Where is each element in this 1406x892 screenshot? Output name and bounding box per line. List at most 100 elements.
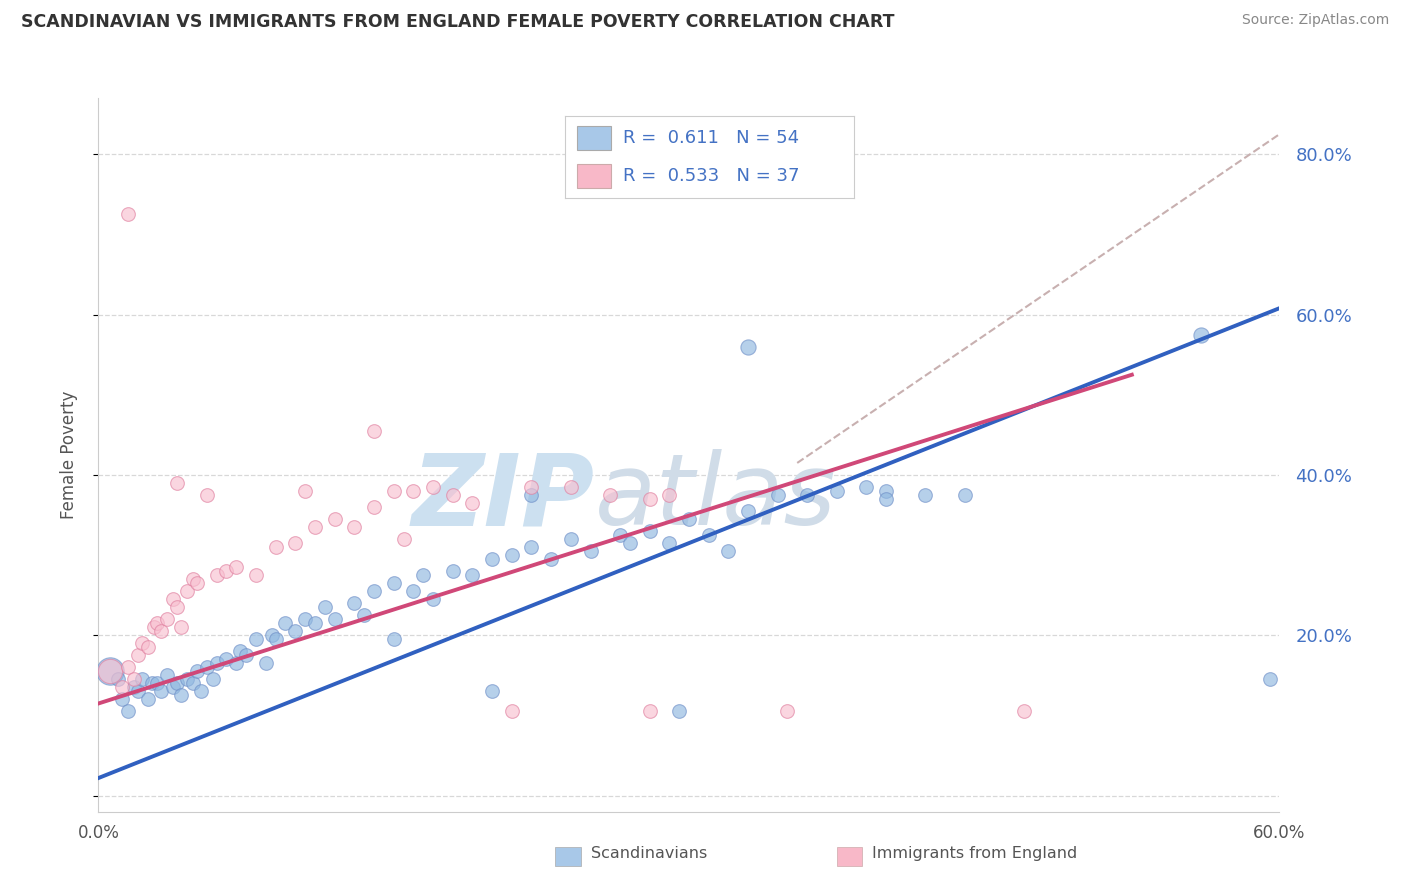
Point	[875, 483, 897, 498]
Point	[274, 616, 297, 631]
Point	[254, 657, 277, 671]
Point	[186, 665, 208, 679]
Point	[245, 632, 267, 647]
Point	[122, 673, 145, 687]
Text: ZIP: ZIP	[412, 450, 595, 546]
Point	[136, 640, 159, 655]
Point	[150, 684, 173, 698]
Point	[520, 540, 543, 554]
Point	[382, 483, 405, 498]
Point	[323, 612, 346, 626]
Point	[284, 536, 307, 550]
Point	[382, 576, 405, 591]
Point	[658, 488, 681, 502]
Point	[501, 705, 523, 719]
Point	[304, 616, 326, 631]
Point	[481, 552, 503, 566]
Point	[392, 532, 415, 546]
Point	[678, 512, 700, 526]
Point	[560, 532, 582, 546]
Point	[323, 512, 346, 526]
Point	[186, 576, 208, 591]
Point	[314, 600, 336, 615]
Point	[127, 648, 149, 663]
Y-axis label: Female Poverty: Female Poverty	[59, 391, 77, 519]
Point	[737, 504, 759, 518]
Point	[181, 572, 204, 586]
Point	[107, 673, 129, 687]
Point	[98, 665, 121, 679]
Point	[146, 676, 169, 690]
Point	[619, 536, 641, 550]
Point	[245, 568, 267, 582]
Point	[579, 544, 602, 558]
Point	[215, 652, 238, 666]
Point	[111, 681, 134, 695]
Point	[131, 673, 153, 687]
Point	[127, 684, 149, 698]
Point	[638, 705, 661, 719]
Point	[146, 616, 169, 631]
Point	[776, 705, 799, 719]
Text: SCANDINAVIAN VS IMMIGRANTS FROM ENGLAND FEMALE POVERTY CORRELATION CHART: SCANDINAVIAN VS IMMIGRANTS FROM ENGLAND …	[21, 13, 894, 31]
Text: Immigrants from England: Immigrants from England	[872, 847, 1077, 861]
Point	[225, 657, 247, 671]
Point	[953, 488, 976, 502]
Text: Scandinavians: Scandinavians	[591, 847, 707, 861]
Point	[766, 488, 789, 502]
Point	[136, 692, 159, 706]
Point	[181, 676, 204, 690]
Point	[914, 488, 936, 502]
Point	[229, 644, 252, 658]
Point	[195, 488, 218, 502]
Point	[520, 480, 543, 494]
Point	[461, 568, 484, 582]
Point	[235, 648, 257, 663]
Point	[658, 536, 681, 550]
Point	[166, 600, 188, 615]
Point	[609, 528, 631, 542]
Point	[170, 689, 193, 703]
Point	[363, 424, 385, 438]
Point	[855, 480, 877, 494]
Point	[1189, 327, 1212, 342]
Point	[796, 488, 818, 502]
Point	[156, 668, 179, 682]
Point	[481, 684, 503, 698]
Point	[1258, 673, 1281, 687]
Text: atlas: atlas	[595, 450, 837, 546]
Point	[162, 592, 184, 607]
Point	[422, 480, 444, 494]
Point	[363, 584, 385, 599]
Point	[343, 520, 366, 534]
Point	[166, 475, 188, 490]
Point	[402, 584, 425, 599]
Point	[422, 592, 444, 607]
Point	[260, 628, 283, 642]
Point	[294, 612, 316, 626]
Point	[195, 660, 218, 674]
Point	[668, 705, 690, 719]
Point	[205, 657, 228, 671]
Point	[141, 676, 163, 690]
Point	[205, 568, 228, 582]
Point	[353, 608, 375, 623]
Point	[142, 620, 165, 634]
Point	[201, 673, 224, 687]
Point	[599, 488, 621, 502]
Point	[412, 568, 434, 582]
Point	[382, 632, 405, 647]
Point	[343, 596, 366, 610]
Point	[176, 673, 198, 687]
Point	[166, 676, 188, 690]
Point	[560, 480, 582, 494]
Point	[117, 207, 139, 221]
Point	[170, 620, 193, 634]
Point	[225, 560, 247, 574]
Point	[875, 491, 897, 506]
Point	[150, 624, 173, 639]
Point	[117, 660, 139, 674]
Point	[461, 496, 484, 510]
Point	[638, 491, 661, 506]
Text: Source: ZipAtlas.com: Source: ZipAtlas.com	[1241, 13, 1389, 28]
